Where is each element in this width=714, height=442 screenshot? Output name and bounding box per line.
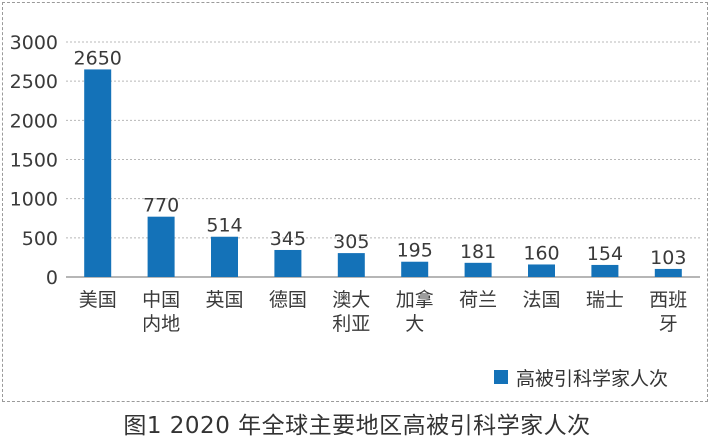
y-tick-label: 2500 — [10, 71, 58, 93]
y-tick-label: 3000 — [10, 32, 58, 54]
bar — [528, 264, 555, 277]
y-tick-label: 1000 — [10, 189, 58, 211]
data-label: 770 — [143, 195, 179, 217]
data-label: 103 — [650, 247, 686, 269]
y-tick-label: 1500 — [10, 150, 58, 172]
x-tick-label: 美国 — [79, 289, 117, 311]
bar — [337, 253, 365, 277]
bar — [147, 216, 175, 277]
x-tick-label: 利亚 — [332, 313, 370, 335]
legend-label: 高被引科学家人次 — [516, 367, 669, 390]
data-label: 514 — [206, 215, 242, 237]
x-tick-label: 内地 — [142, 313, 180, 335]
data-label: 345 — [270, 228, 306, 250]
y-tick-label: 0 — [46, 267, 58, 289]
bar — [211, 236, 238, 277]
x-tick-label: 大 — [405, 313, 424, 335]
figure-caption: 图1 2020 年全球主要地区高被引科学家人次 — [123, 413, 591, 439]
bar — [401, 261, 429, 277]
x-tick-label: 加拿 — [396, 288, 434, 311]
bar — [464, 262, 492, 277]
legend: 高被引科学家人次 — [494, 366, 669, 390]
chart-frame — [2, 2, 708, 402]
x-tick-label: 西班 — [649, 289, 687, 311]
x-tick-label: 荷兰 — [459, 289, 497, 311]
x-tick-label: 英国 — [205, 289, 243, 311]
bar — [654, 268, 682, 277]
data-label: 181 — [460, 241, 496, 263]
bar — [591, 264, 619, 277]
y-tick-label: 2000 — [10, 110, 58, 132]
legend-swatch — [494, 370, 508, 384]
x-tick-label: 德国 — [269, 289, 307, 311]
x-tick-label: 澳大 — [332, 289, 370, 311]
data-label: 195 — [397, 240, 433, 262]
y-tick-label: 500 — [22, 228, 58, 250]
data-label: 160 — [523, 242, 559, 264]
x-tick-label: 法国 — [522, 289, 560, 311]
bar — [84, 69, 112, 278]
x-tick-label: 瑞士 — [586, 289, 624, 311]
data-label: 305 — [333, 231, 369, 253]
x-tick-label: 牙 — [659, 313, 678, 335]
data-label: 2650 — [74, 47, 122, 69]
x-tick-label: 中国 — [142, 289, 180, 311]
data-label: 154 — [587, 243, 623, 265]
bar — [274, 249, 302, 277]
